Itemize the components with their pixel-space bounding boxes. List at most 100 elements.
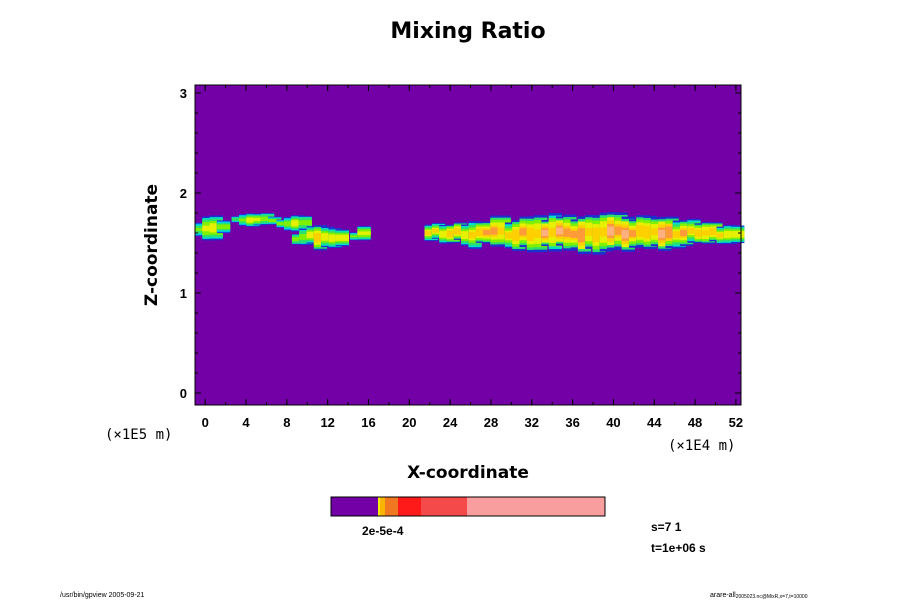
field-cell <box>563 228 577 237</box>
field-blob-4 <box>350 225 371 241</box>
section-label: s=7 1 <box>651 520 682 534</box>
field-cell <box>680 229 694 237</box>
y-axis-title: Z-coordinate <box>142 184 162 306</box>
field-cell <box>650 228 665 236</box>
field-cell <box>497 227 511 235</box>
field-blob-2 <box>276 215 312 232</box>
field-blob-0 <box>195 215 231 241</box>
field-cell <box>614 226 628 236</box>
field-cell <box>239 218 253 222</box>
field-cell <box>694 230 708 236</box>
field-cell <box>570 230 584 238</box>
x-tick-label: 0 <box>202 415 209 430</box>
field-cell <box>723 232 738 237</box>
x-tick-label: 36 <box>565 415 579 430</box>
field-cell <box>195 227 209 232</box>
colorbar-label: 2e-5e-4 <box>362 524 404 538</box>
field-cell <box>231 218 246 221</box>
field-cell <box>483 229 497 236</box>
field-cell <box>276 222 290 225</box>
field-cell <box>628 230 643 237</box>
colorbar-frame <box>330 496 606 517</box>
y-tick-label: 1 <box>180 286 187 301</box>
field-cell <box>202 225 216 232</box>
field-blob-1 <box>231 213 282 227</box>
field-cell <box>253 218 267 221</box>
field-cell <box>268 219 282 222</box>
field-cell <box>534 229 548 238</box>
field-cell <box>607 226 621 236</box>
field-cell <box>313 234 328 241</box>
field-cell <box>431 228 446 233</box>
x-tick-label: 16 <box>361 415 375 430</box>
field-cell <box>246 218 260 222</box>
y-tick-label: 3 <box>180 86 187 101</box>
x-tick-label: 52 <box>729 415 743 430</box>
field-cell <box>731 232 745 237</box>
field-cell <box>548 227 562 237</box>
field-cell <box>526 230 541 239</box>
footer-right-sub: 2005023.nc@MixR,x=7,t=10000 <box>736 594 808 600</box>
field-cell <box>665 228 679 237</box>
field-cell <box>519 228 533 236</box>
field-cell <box>306 232 320 237</box>
field-cell <box>335 235 350 240</box>
colorbar-swatch <box>331 497 378 516</box>
colorbar-swatch <box>378 497 380 516</box>
field-cell <box>504 232 519 239</box>
field-cell <box>541 229 555 237</box>
y-unit-label: (×1E5 m) <box>105 427 172 443</box>
field-cell <box>709 229 723 234</box>
x-tick-label: 24 <box>443 415 458 430</box>
field-cell <box>716 233 730 238</box>
field-cell <box>298 221 312 225</box>
colorbar-swatch <box>380 497 385 516</box>
field-cell <box>636 227 650 235</box>
field-cell <box>599 227 614 237</box>
time-label: t=1e+06 s <box>651 541 706 555</box>
field-cell <box>475 229 489 235</box>
field-cell <box>658 229 672 238</box>
x-tick-label: 28 <box>484 415 498 430</box>
x-unit-label: (×1E4 m) <box>668 438 735 454</box>
colorbar-swatch <box>467 497 605 516</box>
field-cell <box>512 231 526 240</box>
field-cell <box>687 227 701 234</box>
field-cell <box>439 232 453 237</box>
field-cell <box>585 227 599 236</box>
field-cell <box>283 222 298 226</box>
field-cell <box>446 231 460 237</box>
x-tick-label: 12 <box>320 415 334 430</box>
mixing-ratio-field <box>195 212 745 255</box>
field-cell <box>321 234 335 240</box>
x-tick-label: 48 <box>688 415 702 430</box>
field-cell <box>592 230 606 240</box>
field-cell <box>291 221 305 226</box>
field-cell <box>621 230 635 239</box>
field-cell <box>468 231 482 239</box>
y-tick-label: 2 <box>180 186 187 201</box>
x-axis-ticks: 0 4 8 12 16 20 24 28 32 36 40 44 48 52 <box>202 85 743 430</box>
colorbar-swatch <box>398 497 421 516</box>
x-tick-label: 40 <box>606 415 620 430</box>
field-cell <box>555 227 570 235</box>
field-cell <box>260 217 275 221</box>
field-blob-5 <box>424 212 745 255</box>
x-tick-label: 8 <box>283 415 290 430</box>
field-cell <box>357 231 371 235</box>
x-tick-label: 32 <box>525 415 539 430</box>
field-cell <box>291 237 306 241</box>
field-cell <box>672 231 686 238</box>
field-cell <box>461 232 475 238</box>
x-axis-title: X-coordinate <box>407 463 529 483</box>
field-cell <box>299 235 313 239</box>
field-cell <box>453 229 468 234</box>
plot-frame <box>194 84 742 406</box>
field-cell <box>216 225 231 229</box>
colorbar-swatch <box>421 497 467 516</box>
footer-right-main: arare-all <box>710 592 736 599</box>
field-cell <box>424 230 438 235</box>
chart-title: Mixing Ratio <box>390 19 545 44</box>
field-cell <box>328 235 342 241</box>
